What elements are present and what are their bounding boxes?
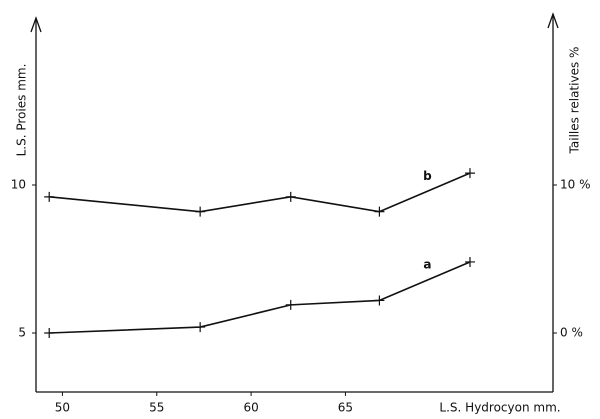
point-marker <box>374 206 385 217</box>
x-tick-label: 65 <box>338 401 353 415</box>
x-tick-label: 50 <box>55 401 70 415</box>
series-label: a <box>423 258 431 272</box>
y-axis-arrow <box>30 16 42 33</box>
y2-tick-label: 10 % <box>560 178 591 192</box>
point-marker <box>44 328 55 338</box>
point-marker <box>195 322 206 333</box>
y-tick-label: 5 <box>18 326 26 340</box>
point-marker <box>464 168 475 179</box>
point-marker <box>285 299 296 310</box>
point-marker <box>285 191 296 202</box>
series-label: b <box>423 169 432 183</box>
point-marker <box>374 295 385 306</box>
y2-tick-label: 0 % <box>560 326 583 340</box>
x-tick-label: 60 <box>243 401 258 415</box>
series-line <box>49 261 471 334</box>
y2-axis-label: Tailles relatives % <box>568 47 582 155</box>
y-axis-label: L.S. Proies mm. <box>15 64 29 157</box>
y2-axis-arrow <box>547 12 559 29</box>
series-line <box>49 172 471 213</box>
y-tick-label: 10 <box>11 178 26 192</box>
x-tick-label: 55 <box>149 401 164 415</box>
point-marker <box>195 206 206 217</box>
point-marker <box>44 191 55 202</box>
x-axis-label: L.S. Hydrocyon mm. <box>439 401 560 415</box>
point-marker <box>464 256 475 267</box>
